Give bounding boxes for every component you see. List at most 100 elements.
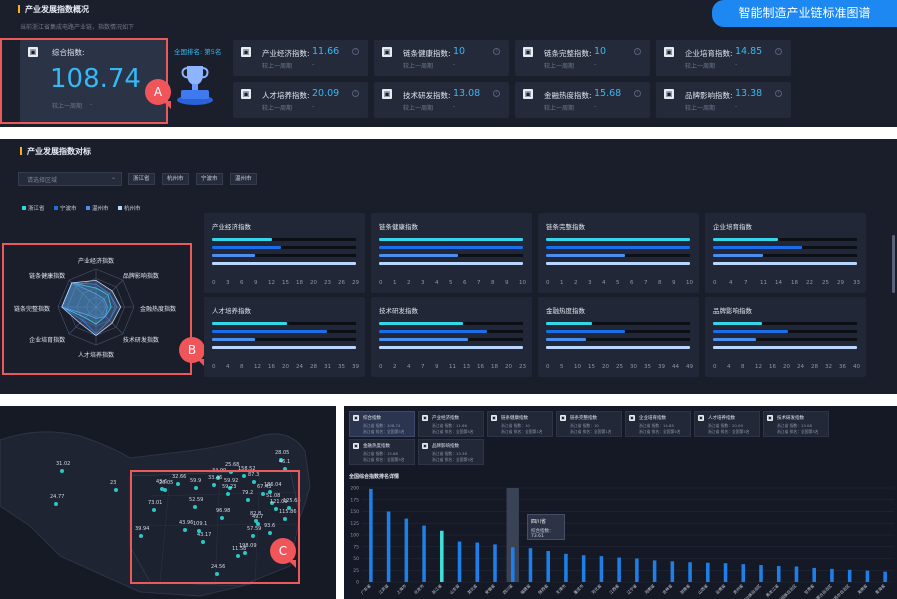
map-pin[interactable]: [226, 492, 230, 496]
rank-bar[interactable]: [670, 561, 675, 582]
map-pin[interactable]: [114, 488, 118, 492]
map-pin[interactable]: [256, 522, 260, 526]
map-pin[interactable]: [279, 458, 283, 462]
map-pin[interactable]: [283, 467, 287, 471]
index-tab[interactable]: ▣ 产业经济指数 浙江省 指数：11.66 浙江省 排名：全国第5名: [418, 411, 484, 437]
rank-bar[interactable]: [493, 544, 497, 582]
index-tab[interactable]: ▣ 技术研发指数 浙江省 指数：13.08 浙江省 排名：全国第5名: [763, 411, 829, 437]
rank-bar[interactable]: [883, 571, 887, 582]
map-pin[interactable]: [194, 486, 198, 490]
rank-bar[interactable]: [794, 566, 799, 582]
map-pin[interactable]: [252, 480, 256, 484]
map-pin[interactable]: [254, 519, 258, 523]
legend-item[interactable]: 宁波市: [54, 204, 77, 212]
index-bar-card[interactable]: 人才培养指数 0 4 8 12 16 20 24 28 31 35 39: [204, 297, 365, 377]
map-pin[interactable]: [242, 474, 246, 478]
index-bar-card[interactable]: 链条健康指数 0 1 2 3 4 5 6 7 8 9 10: [371, 213, 532, 293]
rank-bar[interactable]: [847, 569, 852, 582]
index-bar-card[interactable]: 链条完整指数 0 1 2 3 4 5 6 7 8 9 10: [538, 213, 699, 293]
index-tab[interactable]: ▣ 人才培养指数 浙江省 指数：20.09 浙江省 排名：全国第5名: [694, 411, 760, 437]
index-tab[interactable]: ▣ 综合指数 浙江省 指数：108.74 浙江省 排名：全国第5名: [349, 411, 415, 437]
metric-card[interactable]: ▣ 产业经济指数: 11.66 较上一周期 -?: [233, 40, 368, 76]
help-icon[interactable]: ?: [352, 48, 359, 55]
rank-bar[interactable]: [422, 525, 426, 582]
map-pin[interactable]: [60, 469, 64, 473]
region-chip[interactable]: 宁波市: [196, 173, 223, 185]
rank-bar[interactable]: [652, 560, 657, 582]
index-bar-card[interactable]: 金融热度指数 0 5 10 15 20 25 30 35 39 44 49: [538, 297, 699, 377]
rank-bar[interactable]: [475, 542, 480, 582]
composite-index-card[interactable]: ▣ 综合指数: 108.74 较上一周期 -: [20, 40, 166, 124]
map-pin[interactable]: [274, 507, 278, 511]
help-icon[interactable]: ?: [352, 90, 359, 97]
rank-bar[interactable]: [457, 541, 462, 582]
legend-item[interactable]: 杭州市: [118, 204, 141, 212]
index-tab[interactable]: ▣ 金融热度指数 浙江省 指数：15.68 浙江省 排名：全国第5名: [349, 439, 415, 465]
map-pin[interactable]: [160, 487, 164, 491]
map-pin[interactable]: [193, 505, 197, 509]
help-icon[interactable]: ?: [775, 90, 782, 97]
index-bar-card[interactable]: 产业经济指数 0 3 6 9 12 15 18 20 23 26 29: [204, 213, 365, 293]
map-pin[interactable]: [212, 483, 216, 487]
rank-bar[interactable]: [741, 564, 746, 582]
rank-bar[interactable]: [812, 567, 816, 582]
map-pin[interactable]: [215, 572, 219, 576]
rank-bar[interactable]: [617, 557, 621, 582]
map-pin[interactable]: [261, 492, 265, 496]
map-pin[interactable]: [176, 482, 180, 486]
region-chip[interactable]: 温州市: [230, 173, 257, 185]
rank-bar[interactable]: [723, 563, 728, 582]
rank-bar[interactable]: [830, 568, 834, 582]
help-icon[interactable]: ?: [493, 90, 500, 97]
map-pin[interactable]: [228, 486, 232, 490]
rank-bar[interactable]: [865, 570, 870, 582]
map-pin[interactable]: [251, 534, 255, 538]
map-pin[interactable]: [243, 551, 247, 555]
legend-item[interactable]: 浙江省: [22, 204, 45, 212]
index-tab[interactable]: ▣ 品牌影响指数 浙江省 指数：13.38 浙江省 排名：全国第5名: [418, 439, 484, 465]
map-pin[interactable]: [216, 476, 220, 480]
rank-bar[interactable]: [404, 518, 409, 582]
rank-bar[interactable]: [510, 547, 515, 582]
metric-card[interactable]: ▣ 人才培养指数: 20.09 较上一周期 -?: [233, 82, 368, 118]
region-chip[interactable]: 杭州市: [162, 173, 189, 185]
rank-bar[interactable]: [706, 562, 710, 582]
help-icon[interactable]: ?: [634, 90, 641, 97]
index-bar-card[interactable]: 企业培育指数 0 4 7 11 14 18 22 25 29 33: [705, 213, 866, 293]
map-pin[interactable]: [229, 470, 233, 474]
help-icon[interactable]: ?: [775, 48, 782, 55]
map-pin[interactable]: [152, 508, 156, 512]
map-pin[interactable]: [54, 502, 58, 506]
rank-bar[interactable]: [386, 511, 391, 583]
map-pin[interactable]: [163, 488, 167, 492]
map-pin[interactable]: [287, 506, 291, 510]
map-pin[interactable]: [197, 529, 201, 533]
map-pin[interactable]: [236, 554, 240, 558]
index-tab[interactable]: ▣ 链条完整指数 浙江省 指数：10 浙江省 排名：全国第1名: [556, 411, 622, 437]
scrollbar[interactable]: [892, 235, 895, 293]
rank-bar[interactable]: [564, 553, 568, 582]
metric-card[interactable]: ▣ 技术研发指数: 13.08 较上一周期 -?: [374, 82, 509, 118]
metric-card[interactable]: ▣ 品牌影响指数: 13.38 较上一周期 -?: [656, 82, 791, 118]
rank-bar[interactable]: [635, 558, 639, 583]
map-pin[interactable]: [201, 540, 205, 544]
legend-item[interactable]: 温州市: [86, 204, 109, 212]
index-tab[interactable]: ▣ 链条健康指数 浙江省 指数：10 浙江省 排名：全国第1名: [487, 411, 553, 437]
rank-bar[interactable]: [581, 555, 586, 582]
rank-bar[interactable]: [776, 566, 781, 582]
metric-card[interactable]: ▣ 链条完整指数: 10 较上一周期 -?: [515, 40, 650, 76]
map-pin[interactable]: [139, 534, 143, 538]
map-pin[interactable]: [183, 528, 187, 532]
rank-bar[interactable]: [440, 530, 444, 582]
region-select[interactable]: 请选择区域 ⌄: [18, 172, 122, 186]
map-pin[interactable]: [220, 516, 224, 520]
index-bar-card[interactable]: 技术研发指数 0 2 4 7 9 11 13 16 18 20 23: [371, 297, 532, 377]
rank-bar[interactable]: [528, 548, 533, 582]
rank-bar[interactable]: [759, 565, 763, 582]
index-bar-card[interactable]: 品牌影响指数 0 4 8 12 16 20 24 28 32 36 40: [705, 297, 866, 377]
help-icon[interactable]: ?: [634, 48, 641, 55]
map-pin[interactable]: [283, 517, 287, 521]
index-tab[interactable]: ▣ 企业培育指数 浙江省 指数：14.85 浙江省 排名：全国第5名: [625, 411, 691, 437]
region-chip[interactable]: 浙江省: [128, 173, 155, 185]
rank-bar[interactable]: [546, 550, 550, 582]
